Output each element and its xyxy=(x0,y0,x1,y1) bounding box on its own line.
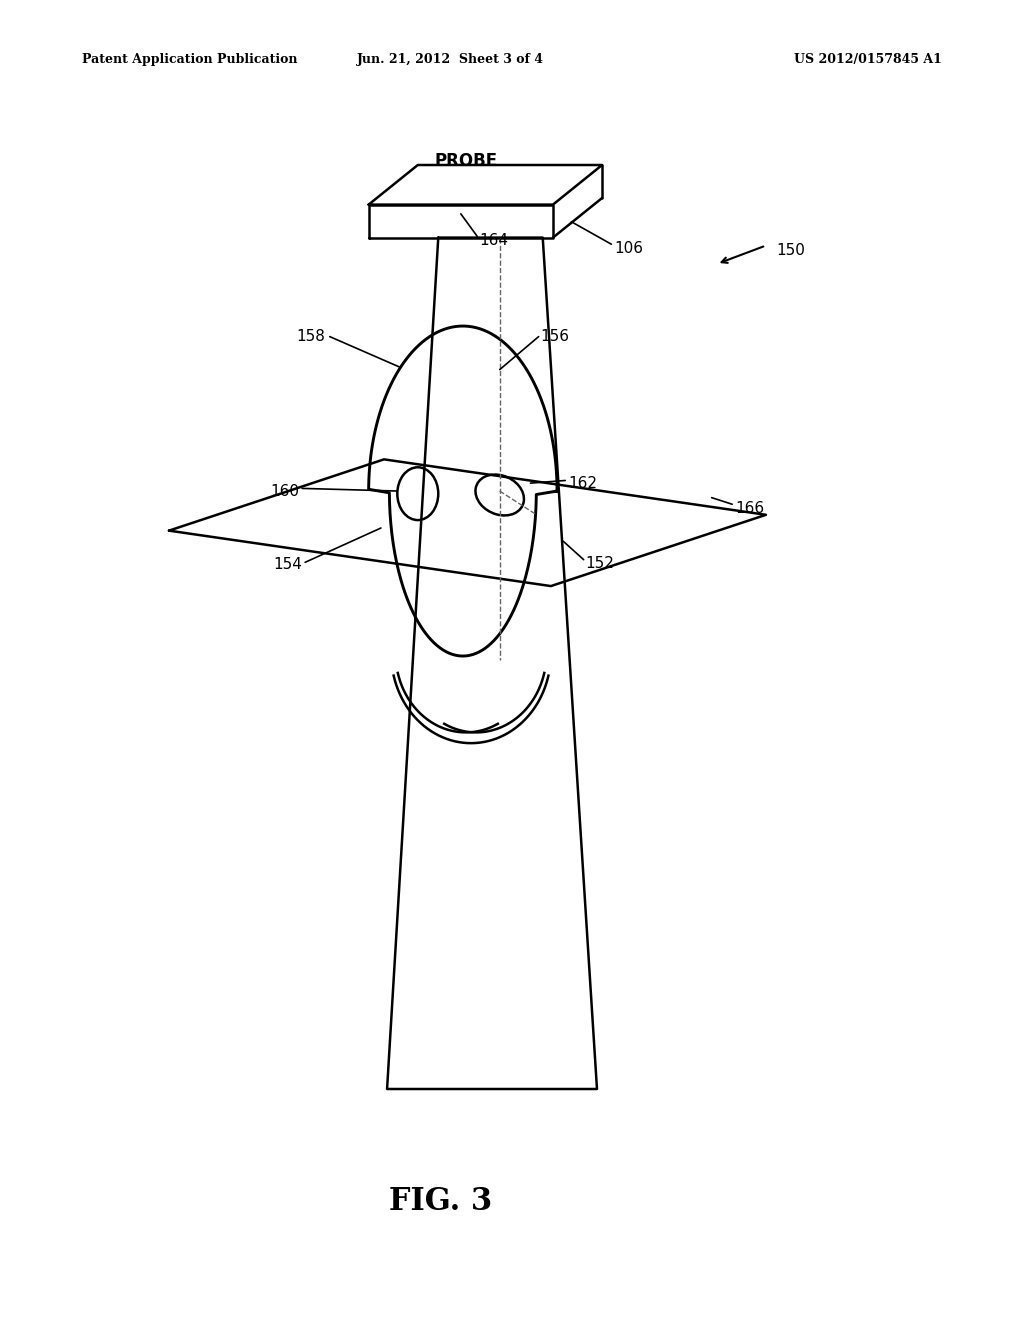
Text: 154: 154 xyxy=(273,557,302,573)
Text: PROBE: PROBE xyxy=(434,152,498,170)
Text: 106: 106 xyxy=(614,240,643,256)
Text: Jun. 21, 2012  Sheet 3 of 4: Jun. 21, 2012 Sheet 3 of 4 xyxy=(357,53,544,66)
Text: 162: 162 xyxy=(568,475,597,491)
Text: 156: 156 xyxy=(541,329,569,345)
Text: 152: 152 xyxy=(586,556,614,572)
Text: 160: 160 xyxy=(270,483,299,499)
Text: Patent Application Publication: Patent Application Publication xyxy=(82,53,297,66)
Text: US 2012/0157845 A1: US 2012/0157845 A1 xyxy=(795,53,942,66)
Text: 150: 150 xyxy=(776,243,805,259)
Text: FIG. 3: FIG. 3 xyxy=(389,1185,492,1217)
Text: 164: 164 xyxy=(479,232,508,248)
Text: 166: 166 xyxy=(735,500,764,516)
Text: 158: 158 xyxy=(297,329,326,345)
